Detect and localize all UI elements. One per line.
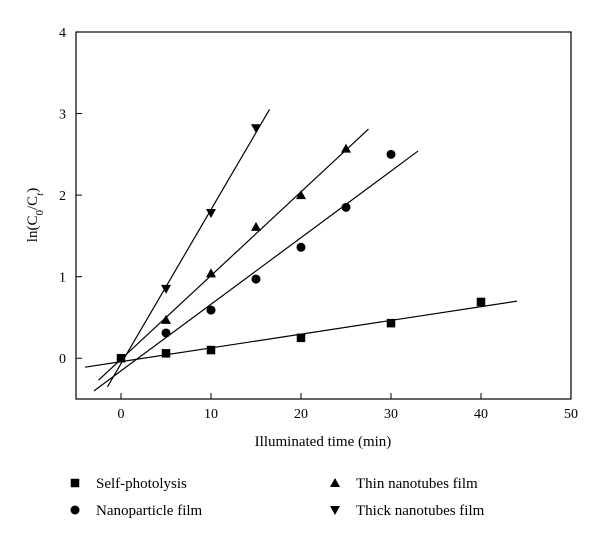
point-self-photolysis bbox=[206, 345, 216, 355]
legend-marker-thin-nanotubes-film bbox=[330, 478, 340, 487]
plot-frame bbox=[75, 31, 572, 400]
point-nanoparticle-film bbox=[386, 149, 396, 159]
legend-label-thin-nanotubes-film: Thin nanotubes film bbox=[356, 476, 478, 492]
y-tick-label: 0 bbox=[59, 352, 66, 367]
point-nanoparticle-film bbox=[341, 202, 351, 212]
point-thick-nanotubes-film bbox=[161, 284, 171, 294]
legend-marker-thick-nanotubes-film bbox=[330, 506, 340, 515]
point-thin-nanotubes-film bbox=[206, 268, 216, 278]
point-thin-nanotubes-film bbox=[251, 221, 261, 231]
y-tick-label: 3 bbox=[59, 108, 66, 123]
y-axis-title-subscript: 0 bbox=[34, 210, 46, 216]
x-axis: 0 10 20 30 40 50 bbox=[118, 393, 578, 422]
x-tick-label: 10 bbox=[204, 407, 218, 422]
y-tick-label: 1 bbox=[59, 271, 66, 286]
point-thick-nanotubes-film bbox=[206, 209, 216, 219]
y-axis-title-subscript: t bbox=[34, 192, 46, 196]
y-axis: 0 1 2 3 4 bbox=[59, 26, 82, 367]
point-thin-nanotubes-film bbox=[341, 143, 351, 153]
legend-marker-self-photolysis bbox=[70, 478, 80, 488]
fit-line-nanoparticle-film bbox=[93, 150, 419, 392]
y-tick-label: 2 bbox=[59, 189, 66, 204]
point-nanoparticle-film bbox=[296, 242, 306, 252]
point-self-photolysis bbox=[161, 349, 171, 358]
data-points bbox=[116, 124, 486, 363]
x-tick-label: 40 bbox=[474, 407, 488, 422]
fit-line-thick-nanotubes-film bbox=[106, 109, 271, 388]
y-axis-title-part: ln(C bbox=[25, 216, 41, 243]
point-self-photolysis bbox=[476, 297, 486, 307]
point-self-photolysis bbox=[116, 353, 126, 363]
y-axis-title: ln(C0/Ct) bbox=[25, 188, 46, 242]
legend-label-nanoparticle-film: Nanoparticle film bbox=[96, 503, 203, 519]
point-nanoparticle-film bbox=[161, 328, 171, 338]
point-nanoparticle-film bbox=[206, 305, 216, 315]
legend-label-thick-nanotubes-film: Thick nanotubes film bbox=[356, 503, 485, 519]
x-tick-label: 0 bbox=[118, 407, 125, 422]
legend-marker-nanoparticle-film bbox=[70, 505, 80, 515]
legend-label-self-photolysis: Self-photolysis bbox=[96, 476, 187, 492]
y-axis-title-part: /C bbox=[25, 196, 41, 210]
y-tick-label: 4 bbox=[59, 26, 66, 41]
fit-line-thin-nanotubes-film bbox=[98, 128, 369, 381]
point-nanoparticle-film bbox=[251, 274, 261, 284]
point-self-photolysis bbox=[296, 333, 306, 343]
point-thin-nanotubes-film bbox=[296, 190, 306, 200]
point-thick-nanotubes-film bbox=[251, 124, 261, 134]
fit-lines bbox=[84, 109, 518, 392]
x-tick-label: 30 bbox=[384, 407, 398, 422]
x-axis-title: Illuminated time (min) bbox=[255, 434, 392, 450]
x-tick-label: 50 bbox=[564, 407, 578, 422]
x-tick-label: 20 bbox=[294, 407, 308, 422]
point-thin-nanotubes-film bbox=[161, 314, 171, 324]
point-self-photolysis bbox=[386, 318, 396, 328]
y-axis-title-part: ) bbox=[25, 188, 41, 193]
legend: Self-photolysis Nanoparticle film Thin nan… bbox=[70, 476, 485, 519]
